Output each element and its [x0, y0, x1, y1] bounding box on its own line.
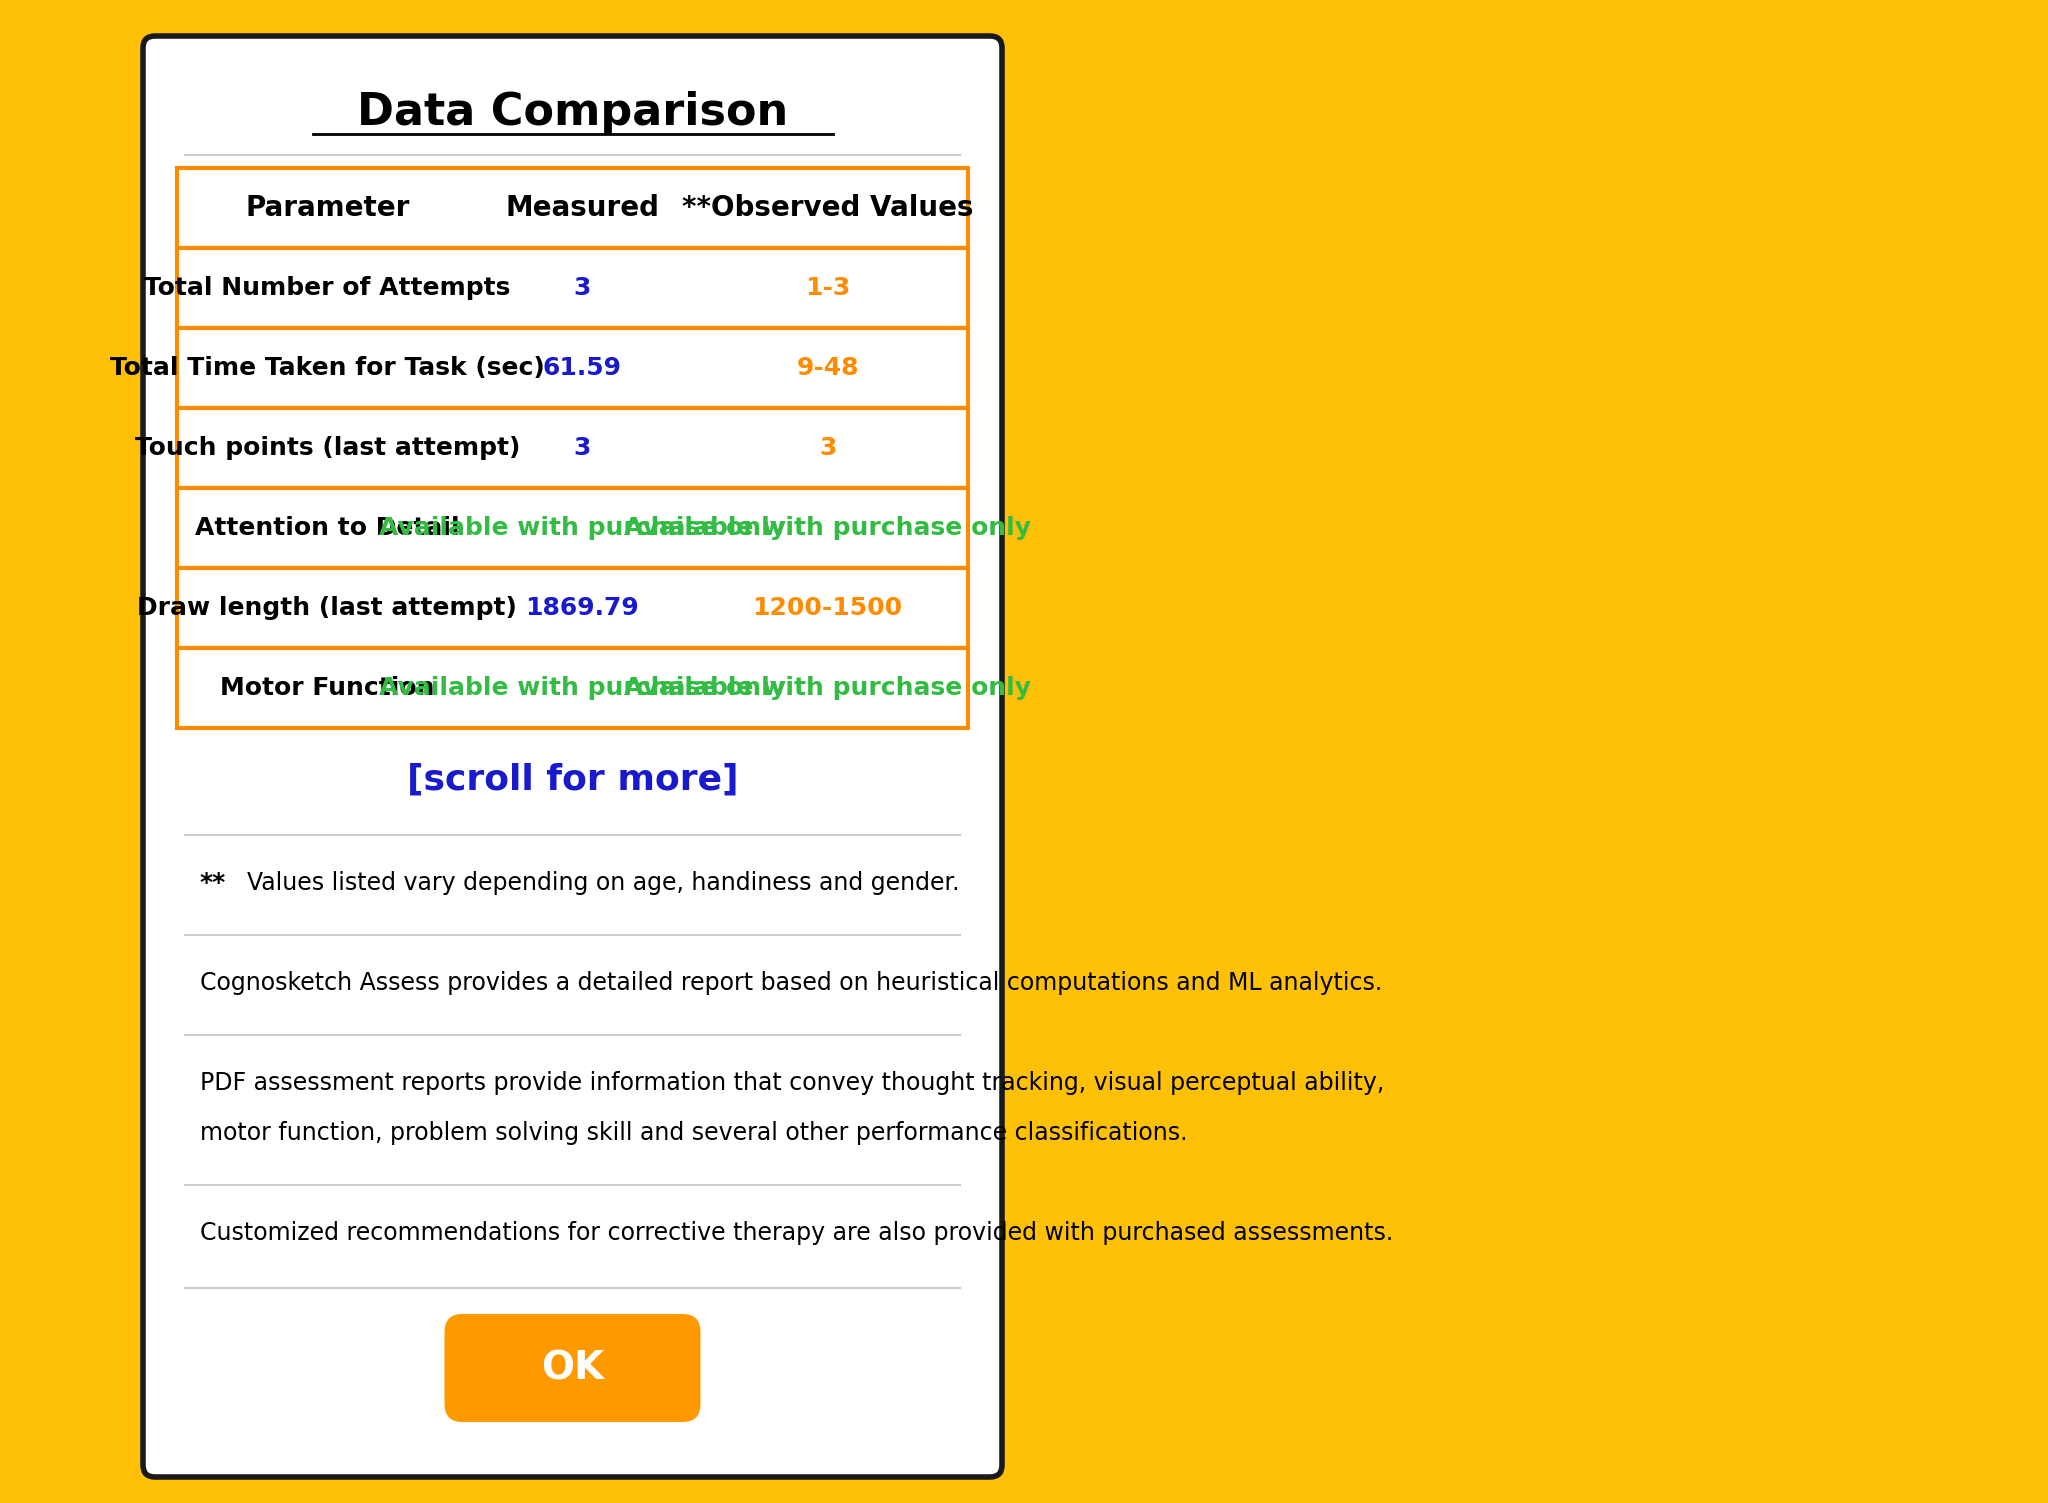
- Text: 9-48: 9-48: [797, 356, 858, 380]
- Text: Available with purchase only: Available with purchase only: [379, 676, 786, 700]
- Text: Parameter: Parameter: [246, 194, 410, 222]
- Text: 1869.79: 1869.79: [526, 597, 639, 621]
- FancyBboxPatch shape: [444, 1314, 700, 1422]
- Text: Cognosketch Assess provides a detailed report based on heuristical computations : Cognosketch Assess provides a detailed r…: [201, 971, 1382, 995]
- Text: 3: 3: [573, 436, 592, 460]
- Text: Touch points (last attempt): Touch points (last attempt): [135, 436, 520, 460]
- Text: Available with purchase only: Available with purchase only: [625, 676, 1030, 700]
- Text: motor function, problem solving skill and several other performance classificati: motor function, problem solving skill an…: [201, 1121, 1188, 1145]
- FancyBboxPatch shape: [176, 168, 969, 248]
- Text: Data Comparison: Data Comparison: [356, 90, 788, 134]
- FancyBboxPatch shape: [143, 36, 1001, 1477]
- Text: **Observed Values: **Observed Values: [682, 194, 973, 222]
- Text: Motor Function: Motor Function: [219, 676, 434, 700]
- Text: Available with purchase only: Available with purchase only: [625, 516, 1030, 540]
- Text: Customized recommendations for corrective therapy are also provided with purchas: Customized recommendations for correctiv…: [201, 1220, 1393, 1244]
- Text: 1-3: 1-3: [805, 277, 850, 301]
- Text: 1200-1500: 1200-1500: [752, 597, 903, 621]
- FancyBboxPatch shape: [176, 488, 969, 568]
- Text: Available with purchase only: Available with purchase only: [379, 516, 786, 540]
- Text: [scroll for more]: [scroll for more]: [408, 764, 739, 797]
- FancyBboxPatch shape: [176, 407, 969, 488]
- FancyBboxPatch shape: [176, 248, 969, 328]
- FancyBboxPatch shape: [176, 648, 969, 727]
- Text: OK: OK: [541, 1350, 604, 1387]
- Text: **: **: [201, 872, 225, 894]
- FancyBboxPatch shape: [176, 328, 969, 407]
- Text: 3: 3: [819, 436, 836, 460]
- Text: 3: 3: [573, 277, 592, 301]
- Text: Draw length (last attempt): Draw length (last attempt): [137, 597, 518, 621]
- Text: Attention to Detail: Attention to Detail: [195, 516, 459, 540]
- Text: Measured: Measured: [506, 194, 659, 222]
- FancyBboxPatch shape: [176, 568, 969, 648]
- Text: PDF assessment reports provide information that convey thought tracking, visual : PDF assessment reports provide informati…: [201, 1072, 1384, 1096]
- Text: Total Number of Attempts: Total Number of Attempts: [143, 277, 510, 301]
- Text: 61.59: 61.59: [543, 356, 623, 380]
- Text: Total Time Taken for Task (sec): Total Time Taken for Task (sec): [111, 356, 545, 380]
- Text: Values listed vary depending on age, handiness and gender.: Values listed vary depending on age, han…: [231, 872, 961, 894]
